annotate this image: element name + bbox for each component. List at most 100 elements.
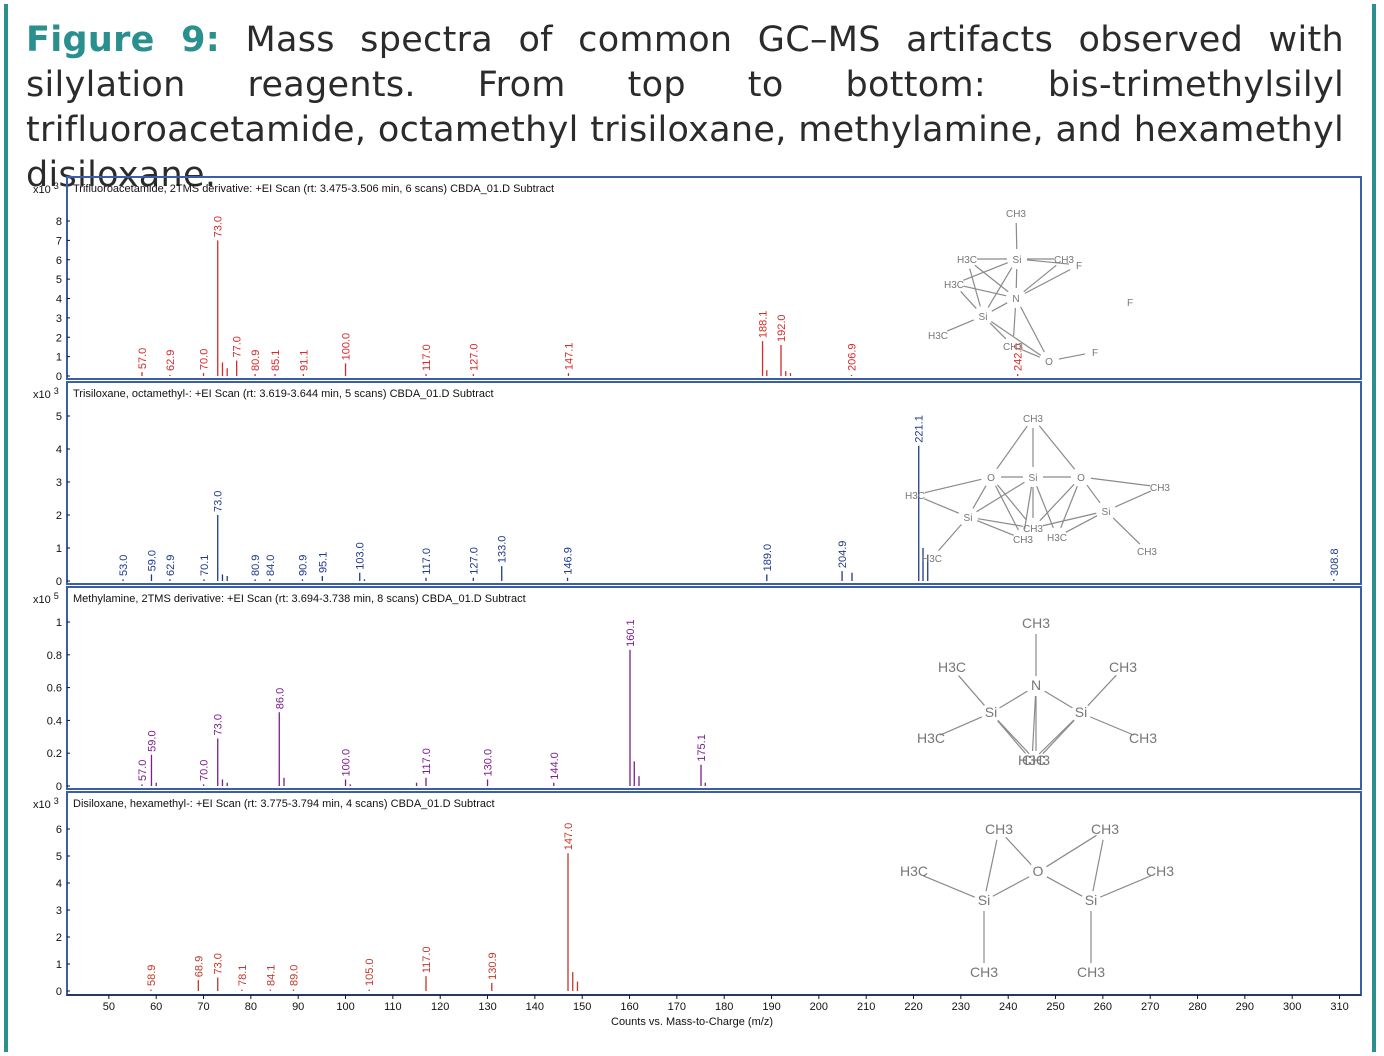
bond-line — [963, 285, 1007, 297]
y-tick-label: 0.2 — [47, 748, 62, 760]
peak-label: 59.0 — [146, 730, 158, 751]
atom-label: H3C — [905, 491, 925, 502]
bond-line — [1092, 839, 1104, 892]
y-tick-label: 0 — [56, 371, 62, 383]
bond-line — [1031, 695, 1037, 752]
x-tick-label: 270 — [1141, 1001, 1159, 1013]
peak-label: 62.9 — [165, 350, 177, 371]
x-tick-label: 310 — [1330, 1001, 1348, 1013]
atom-label: H3C — [928, 331, 948, 342]
y-tick-label: 4 — [56, 444, 62, 456]
atom-label: F — [1127, 298, 1133, 309]
y-tick-label: 7 — [56, 235, 62, 247]
x-tick-label: 260 — [1094, 1001, 1112, 1013]
x-tick-label: 290 — [1236, 1001, 1254, 1013]
atom-label: H3C — [944, 280, 964, 291]
atom-label: Si — [978, 892, 990, 908]
bond-line — [939, 716, 983, 736]
molecule-structure: CH3 CH3 H3C O CH3 Si Si CH3 CH3 — [900, 821, 1174, 980]
peak-label: 62.9 — [165, 555, 177, 576]
bond-line — [1042, 512, 1097, 527]
y-tick-label: 0 — [56, 986, 62, 998]
atom-label: CH3 — [1150, 483, 1170, 494]
bond-line — [972, 485, 987, 509]
peak-label: 127.0 — [468, 547, 480, 575]
bond-line — [1087, 674, 1117, 707]
bond-line — [1015, 222, 1018, 250]
y-exponent: 3 — [54, 181, 59, 191]
atom-label: CH3 — [1137, 547, 1157, 558]
y-tick-label: 5 — [56, 274, 62, 286]
x-tick-label: 160 — [620, 1001, 638, 1013]
peak-label: 80.9 — [250, 555, 262, 576]
bond-line — [960, 291, 977, 309]
bond-line — [977, 518, 1024, 527]
atom-label: Si — [964, 513, 973, 524]
x-tick-label: 230 — [952, 1001, 970, 1013]
atom-label: CH3 — [1013, 535, 1033, 546]
peak-label: 117.0 — [421, 748, 433, 775]
peak-label: 189.0 — [762, 544, 774, 572]
peak-label: 73.0 — [213, 491, 225, 512]
atom-label: O — [987, 473, 995, 484]
peak-label: 204.9 — [837, 541, 849, 569]
atom-label: CH3 — [1129, 730, 1157, 746]
y-tick-label: 0.6 — [47, 683, 62, 695]
bond-line — [1005, 836, 1032, 866]
panel-border — [66, 586, 1362, 790]
atom-label: H3C — [917, 730, 945, 746]
peak-label: 58.9 — [146, 965, 158, 986]
bond-line — [1058, 353, 1086, 360]
atom-label: CH3 — [1109, 659, 1137, 675]
peak-label: 242.0 — [1013, 343, 1025, 371]
y-exponent: 3 — [54, 796, 59, 806]
y-tick-label: 3 — [56, 477, 62, 489]
y-tick-label: 3 — [56, 905, 62, 917]
peak-label: 127.0 — [468, 343, 480, 371]
y-multiplier: x10 3 — [33, 796, 59, 811]
bond-line — [976, 481, 1025, 513]
y-exponent: 5 — [54, 591, 59, 601]
bond-line — [1023, 486, 1033, 530]
peak-label: 206.9 — [847, 343, 859, 371]
atom-label: O — [1033, 863, 1044, 879]
x-tick-label: 210 — [857, 1001, 875, 1013]
bond-line — [1099, 875, 1152, 898]
bond-line — [1114, 490, 1152, 508]
bond-line — [1024, 269, 1071, 294]
peak-label: 308.8 — [1329, 548, 1341, 576]
panel-title: Disiloxane, hexamethyl-: +EI Scan (rt: 3… — [73, 798, 495, 810]
peak-label: 84.1 — [265, 965, 277, 986]
y-multiplier: x10 3 — [33, 181, 59, 196]
y-tick-label: 1 — [56, 543, 62, 555]
atom-label: CH3 — [1146, 863, 1174, 879]
x-tick-label: 220 — [904, 1001, 922, 1013]
atom-label: Si — [985, 704, 997, 720]
peak-label: 85.1 — [270, 350, 282, 371]
atom-label: Si — [1075, 704, 1087, 720]
bond-line — [991, 302, 1008, 312]
peak-label: 91.1 — [298, 350, 310, 371]
y-tick-label: 0.4 — [47, 715, 62, 727]
atom-label: CH3 — [1077, 964, 1105, 980]
y-tick-label: 0.8 — [47, 650, 62, 662]
bond-line — [990, 321, 1042, 356]
bond-line — [938, 524, 962, 551]
atom-label: H3C — [1018, 752, 1046, 768]
bond-line — [974, 264, 1009, 293]
atom-label: Si — [1085, 892, 1097, 908]
x-tick-label: 70 — [197, 1001, 209, 1013]
atom-label: CH3 — [1022, 752, 1050, 768]
peak-label: 130.9 — [487, 952, 499, 980]
x-tick-label: 180 — [715, 1001, 733, 1013]
x-tick-label: 80 — [245, 1001, 257, 1013]
peak-label: 146.9 — [563, 547, 575, 575]
bond-line — [996, 484, 1028, 521]
bond-line — [1046, 834, 1097, 868]
y-tick-label: 5 — [56, 851, 62, 863]
bond-line — [1090, 477, 1151, 487]
panel-title: Trisiloxane, octamethyl-: +EI Scan (rt: … — [73, 388, 494, 400]
bond-line — [996, 425, 1028, 470]
